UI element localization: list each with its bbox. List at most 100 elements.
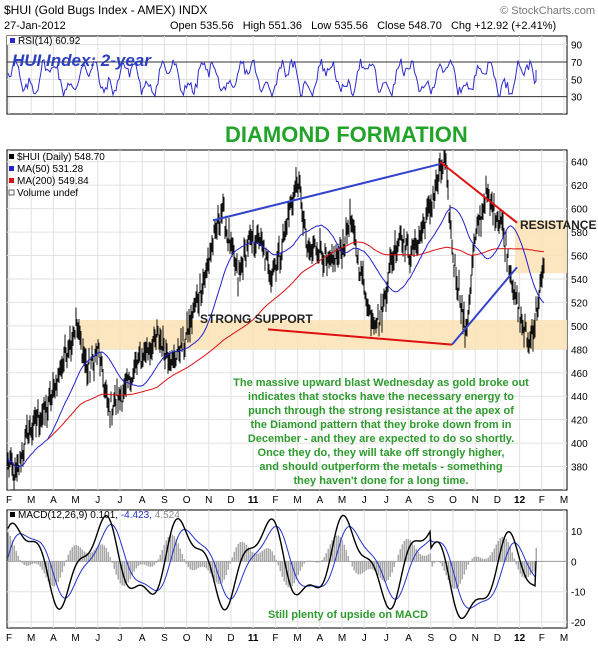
macd-signal-line <box>7 523 537 609</box>
price-tick-label: 580 <box>571 228 588 239</box>
rsi-legend: RSI(14) 60.92 <box>18 36 81 47</box>
macd-hist-bar <box>55 561 57 585</box>
macd-hist-bar <box>13 545 15 562</box>
price-tick-label: 600 <box>571 205 588 216</box>
macd-hist-bar <box>211 561 213 577</box>
macd-hist-bar <box>523 561 525 579</box>
ma50-line <box>7 206 545 468</box>
month-label: J <box>95 495 100 506</box>
macd-hist-bar <box>511 552 513 562</box>
diamond-lower-left <box>267 328 453 346</box>
macd-hist-bar <box>365 561 367 571</box>
macd-hist-bar <box>467 561 469 565</box>
macd-hist-bar <box>223 561 225 580</box>
macd-tick-label: 0 <box>571 557 577 568</box>
month-label: F <box>539 495 545 506</box>
macd-histogram <box>7 532 537 589</box>
macd-hist-bar <box>517 561 519 570</box>
symbol-line: $HUI (Gold Bugs Index - AMEX) INDX <box>4 3 207 17</box>
macd-hist-bar <box>207 561 209 571</box>
macd-hist-bar <box>85 552 87 562</box>
macd-hist-bar <box>431 561 433 567</box>
macd-hist-bar <box>533 561 535 572</box>
month-axis-top: F M A M J J A S O N D 11 F M A M J J A S O N D 12 F M <box>6 495 568 506</box>
macd-hist-bar <box>41 561 43 570</box>
macd-hist-bar <box>191 561 193 571</box>
macd-hist-bar <box>247 547 249 562</box>
macd-hist-bar <box>193 561 195 571</box>
macd-hist-bar <box>21 561 23 564</box>
macd-hist-bar <box>103 545 105 562</box>
macd-hist-bar <box>503 536 505 562</box>
macd-hist-bar <box>369 561 371 569</box>
month-label: M <box>338 495 346 506</box>
macd-hist-bar <box>455 561 457 589</box>
macd-hist-bar <box>281 561 283 577</box>
macd-hist-bar <box>109 556 111 562</box>
macd-hist-bar <box>145 561 147 566</box>
macd-hist-bar <box>229 561 231 564</box>
macd-tick-label: -10 <box>571 588 586 599</box>
macd-hist-bar <box>217 561 219 584</box>
annotation-line-8: they haven't done for a long time. <box>294 475 469 487</box>
support-label: STRONG SUPPORT <box>200 312 313 326</box>
macd-hist-bar <box>271 551 273 562</box>
macd-hist-bar <box>89 552 91 562</box>
macd-hist-bar <box>23 561 25 565</box>
macd-hist-bar <box>137 561 139 567</box>
macd-hist-bar <box>401 544 403 562</box>
macd-hist-bar <box>179 548 181 562</box>
macd-hist-bar <box>463 561 465 575</box>
macd-hist-bar <box>493 548 495 562</box>
month-label: F <box>6 633 12 644</box>
macd-hist-bar <box>183 559 185 562</box>
price-tick-label: 520 <box>571 298 588 309</box>
month-label: N <box>472 495 479 506</box>
macd-hist-bar <box>283 561 285 582</box>
macd-hist-bar <box>65 560 67 562</box>
macd-hist-bar <box>97 545 99 562</box>
macd-hist-bar <box>205 561 207 569</box>
macd-hist-bar <box>491 552 493 562</box>
macd-hist-bar <box>285 561 287 586</box>
month-label: A <box>316 495 323 506</box>
month-label: J <box>384 495 389 506</box>
macd-hist-bar <box>169 534 171 562</box>
macd-hist-bar <box>405 539 407 562</box>
macd-hist-bar <box>325 553 327 562</box>
macd-hist-bar <box>525 561 527 579</box>
month-label: N <box>205 495 212 506</box>
macd-hist-bar <box>509 546 511 562</box>
macd-hist-bar <box>465 561 467 570</box>
macd-hist-bar <box>415 548 417 562</box>
copyright: © StockCharts.com <box>500 5 595 17</box>
macd-hist-bar <box>399 549 401 562</box>
macd-hist-bar <box>47 561 49 582</box>
macd-hist-bar <box>449 561 451 585</box>
rsi-title: HUI Index: 2-year <box>12 51 152 70</box>
resistance-label: RESISTANCE <box>520 218 596 232</box>
diamond-upper-right <box>439 160 518 224</box>
chart-title: DIAMOND FORMATION <box>225 122 468 147</box>
macd-hist-bar <box>249 549 251 562</box>
macd-hist-bar <box>359 561 361 575</box>
price-tick-label: 420 <box>571 416 588 427</box>
rsi-tick-label: 90 <box>571 41 583 52</box>
macd-hist-bar <box>7 532 9 562</box>
macd-hist-bar <box>75 545 77 562</box>
rsi-legend-swatch <box>10 38 15 43</box>
macd-hist-bar <box>69 550 71 562</box>
price-tick-label: 540 <box>571 275 588 286</box>
month-label: M <box>27 495 35 506</box>
macd-hist-bar <box>321 559 323 562</box>
macd-hist-bar <box>195 561 197 570</box>
month-label: M <box>560 633 568 644</box>
month-label: 11 <box>248 633 259 644</box>
macd-hist-bar <box>515 561 517 565</box>
macd-hist-bar <box>347 555 349 562</box>
month-label: F <box>6 495 12 506</box>
macd-hist-bar <box>39 561 41 567</box>
annotation-line-4: the Diamond pattern that they broke down… <box>251 419 512 431</box>
annotation-line-3: punch through the strong resistance at t… <box>248 405 514 417</box>
macd-hist-bar <box>241 541 243 562</box>
